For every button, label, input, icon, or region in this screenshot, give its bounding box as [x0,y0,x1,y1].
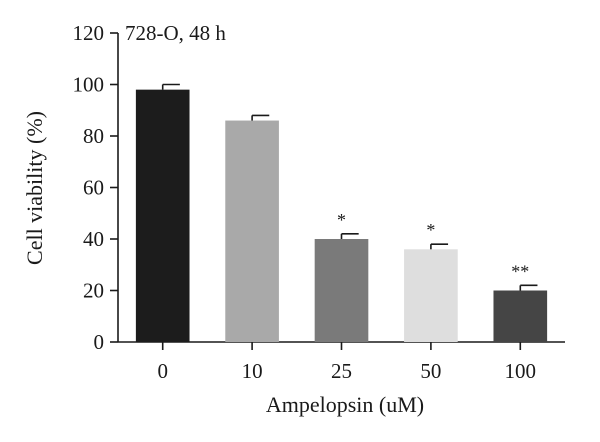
x-tick-label: 10 [242,359,263,383]
x-axis-ticks: 0 10 25 50 100 [157,342,536,383]
bar-10 [225,120,279,342]
y-axis-ticks: 0 20 40 60 80 100 120 [73,21,118,354]
bar-100 [493,290,548,342]
y-tick-label: 120 [73,21,105,45]
significance-marker: * [426,220,435,240]
x-axis-title: Ampelopsin (uM) [266,392,424,417]
y-tick-label: 40 [83,227,104,251]
x-tick-label: 100 [505,359,537,383]
chart-title: 728-O, 48 h [125,21,226,45]
x-tick-label: 25 [331,359,352,383]
x-tick-label: 0 [157,359,168,383]
y-tick-label: 60 [83,176,104,200]
bar-0 [135,89,190,343]
significance-marker: ** [511,261,529,281]
y-tick-label: 100 [73,73,105,97]
y-axis-title: Cell viability (%) [22,111,47,265]
y-tick-label: 20 [83,279,104,303]
bar-25 [314,239,369,342]
y-tick-label: 0 [94,330,105,354]
bars: **** [135,83,548,343]
bar-50 [404,249,458,342]
x-tick-label: 50 [420,359,441,383]
y-tick-label: 80 [83,124,104,148]
significance-marker: * [337,210,346,230]
